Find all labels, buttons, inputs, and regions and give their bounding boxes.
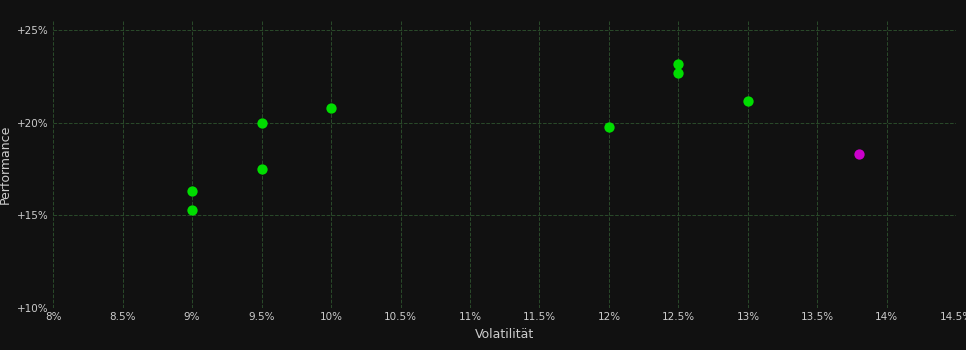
- Point: [185, 189, 200, 194]
- Point: [254, 120, 270, 126]
- Y-axis label: Performance: Performance: [0, 125, 12, 204]
- Point: [185, 207, 200, 213]
- Point: [254, 166, 270, 172]
- Point: [601, 124, 616, 130]
- Point: [670, 61, 686, 66]
- Point: [324, 105, 339, 111]
- Point: [670, 70, 686, 76]
- X-axis label: Volatilität: Volatilität: [475, 328, 534, 341]
- Point: [851, 152, 867, 157]
- Point: [740, 98, 755, 103]
